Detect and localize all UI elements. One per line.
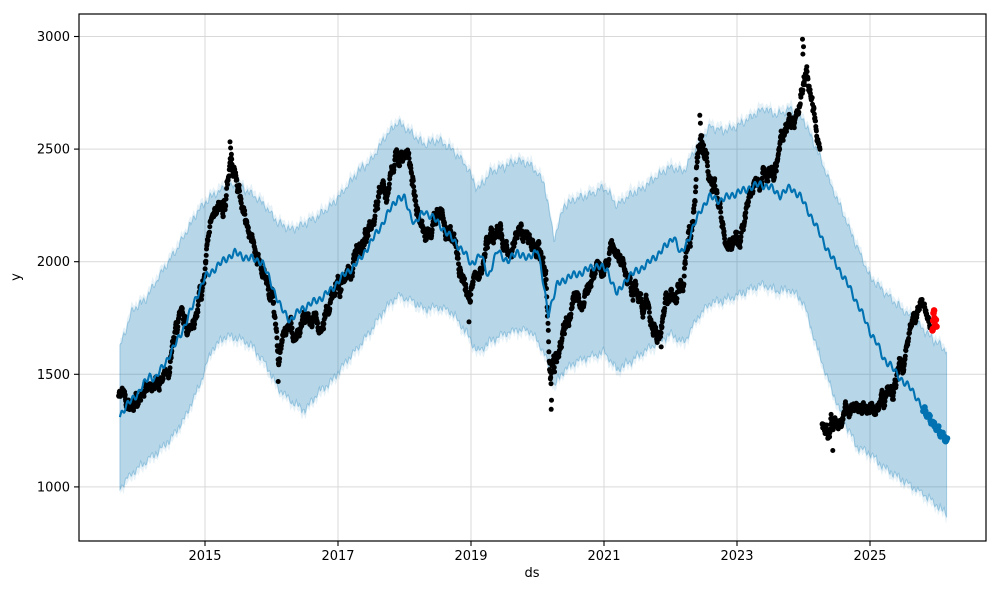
observed-points xyxy=(116,36,933,453)
uncertainty-band xyxy=(119,99,948,523)
y-tick-label: 1000 xyxy=(37,480,70,495)
x-axis-label: ds xyxy=(524,566,539,581)
future-forecast-points xyxy=(920,404,951,445)
axis-ticks: 2015 2017 2019 2021 2023 2025 1000 1500 2000 2500… xyxy=(37,30,887,564)
anomaly-points xyxy=(929,307,940,334)
y-tick-label: 3000 xyxy=(37,30,70,45)
x-tick-label: 2023 xyxy=(720,549,753,564)
y-axis-label: y xyxy=(9,273,24,281)
y-tick-label: 2000 xyxy=(37,255,70,270)
y-tick-label: 1500 xyxy=(37,368,70,383)
y-tick-label: 2500 xyxy=(37,143,70,158)
x-tick-label: 2019 xyxy=(454,549,487,564)
forecast-line xyxy=(118,180,948,443)
x-tick-label: 2017 xyxy=(321,549,354,564)
x-tick-label: 2021 xyxy=(587,549,620,564)
x-tick-label: 2025 xyxy=(853,549,886,564)
x-tick-label: 2015 xyxy=(188,549,221,564)
plot-border xyxy=(78,13,987,542)
